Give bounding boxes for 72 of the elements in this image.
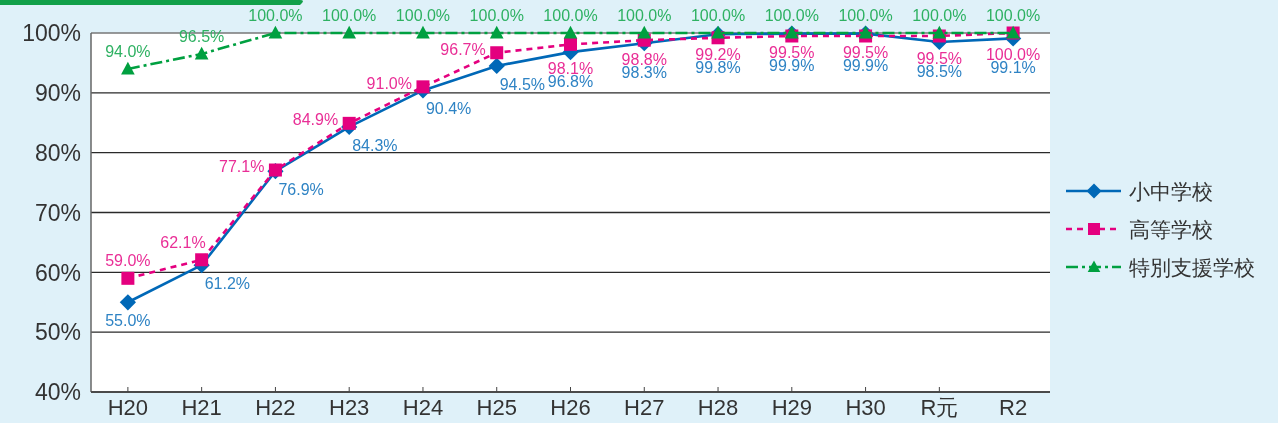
data-label: 99.1%: [990, 59, 1036, 77]
data-label: 84.9%: [292, 111, 339, 129]
data-label: 91.0%: [366, 74, 412, 92]
x-tick-label: H24: [402, 395, 444, 420]
x-tick-label: R元: [920, 395, 959, 420]
point: [416, 80, 430, 94]
y-tick-label: 100%: [22, 20, 81, 47]
point: [564, 37, 577, 51]
point: [563, 25, 578, 39]
point: [121, 271, 135, 285]
data-label: 99.5%: [769, 43, 815, 61]
data-label: 100.0%: [248, 7, 303, 24]
data-label: 98.3%: [621, 64, 667, 82]
x-tick-label: H30: [845, 395, 886, 420]
point: [121, 61, 135, 75]
point: [489, 25, 504, 39]
data-label: 94.0%: [105, 42, 151, 60]
x-tick-label: H20: [107, 395, 149, 420]
data-label: 55.0%: [105, 312, 151, 330]
point: [637, 25, 652, 39]
data-label: 77.1%: [219, 158, 265, 176]
point: [932, 25, 947, 39]
data-label: 100.0%: [322, 7, 377, 24]
data-label: 100.0%: [838, 7, 893, 24]
y-tick-label: 90%: [34, 80, 81, 107]
data-label: 76.9%: [278, 181, 324, 199]
point: [416, 25, 430, 39]
point: [711, 25, 725, 39]
data-label: 59.0%: [105, 252, 151, 270]
data-label: 100.0%: [985, 7, 1041, 24]
x-tick-label: H22: [255, 395, 296, 420]
x-tick-label: H21: [181, 395, 222, 420]
point: [488, 57, 505, 75]
data-label: 99.5%: [842, 43, 889, 61]
data-label: 100.0%: [617, 7, 672, 24]
point: [342, 116, 356, 130]
point: [268, 25, 283, 39]
point: [490, 46, 504, 60]
data-label: 100.0%: [912, 7, 967, 24]
y-tick-label: 60%: [34, 259, 81, 286]
data-label: 96.5%: [178, 27, 225, 45]
y-tick-label: 50%: [34, 319, 81, 346]
x-tick-label: H25: [476, 395, 517, 420]
legend-label: 特別支援学校: [1129, 255, 1255, 279]
x-tick-label: H26: [550, 395, 591, 420]
data-label: 84.3%: [352, 136, 398, 154]
data-label: 61.2%: [204, 275, 251, 293]
point: [342, 25, 357, 39]
x-tick-label: H28: [697, 395, 739, 420]
y-tick-label: 80%: [34, 139, 81, 166]
data-label: 94.5%: [499, 75, 546, 93]
x-tick-label: H27: [624, 395, 665, 420]
legend-label: 高等学校: [1129, 217, 1213, 241]
data-label: 100.0%: [469, 7, 524, 24]
data-label: 100.0%: [690, 7, 746, 24]
y-tick-label: 70%: [34, 199, 81, 226]
x-tick-label: H29: [771, 395, 812, 420]
data-label: 100.0%: [395, 7, 451, 24]
x-tick-label: R2: [999, 395, 1028, 420]
data-label: 99.5%: [916, 49, 963, 67]
data-label: 62.1%: [160, 233, 206, 251]
point: [195, 253, 209, 267]
data-label: 100.0%: [764, 7, 819, 24]
data-label: 96.7%: [440, 40, 486, 58]
x-tick-label: H23: [329, 395, 370, 420]
data-label: 90.4%: [425, 100, 472, 118]
data-label: 100.0%: [543, 7, 598, 24]
legend-label: 小中学校: [1129, 179, 1213, 203]
point: [119, 294, 137, 311]
point: [194, 46, 209, 60]
data-label: 96.8%: [547, 73, 594, 91]
y-tick-label: 40%: [34, 379, 81, 406]
